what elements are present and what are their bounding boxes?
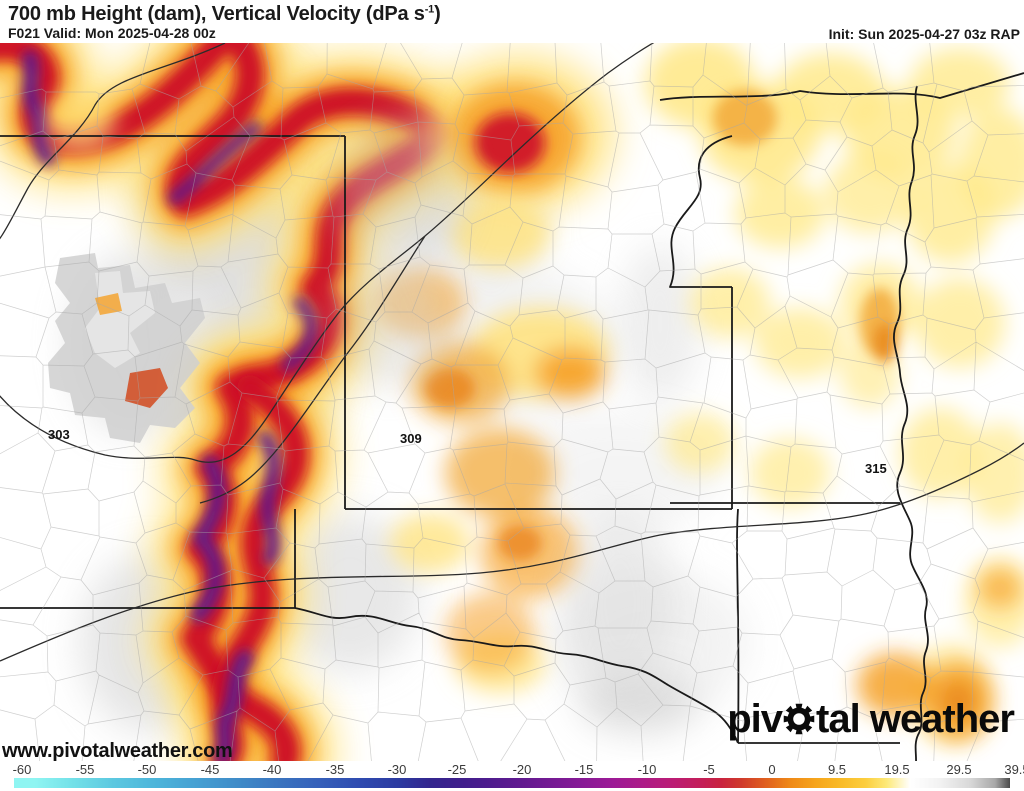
svg-text:315: 315 xyxy=(865,461,887,476)
svg-text:309: 309 xyxy=(400,431,422,446)
svg-text:303: 303 xyxy=(48,427,70,442)
